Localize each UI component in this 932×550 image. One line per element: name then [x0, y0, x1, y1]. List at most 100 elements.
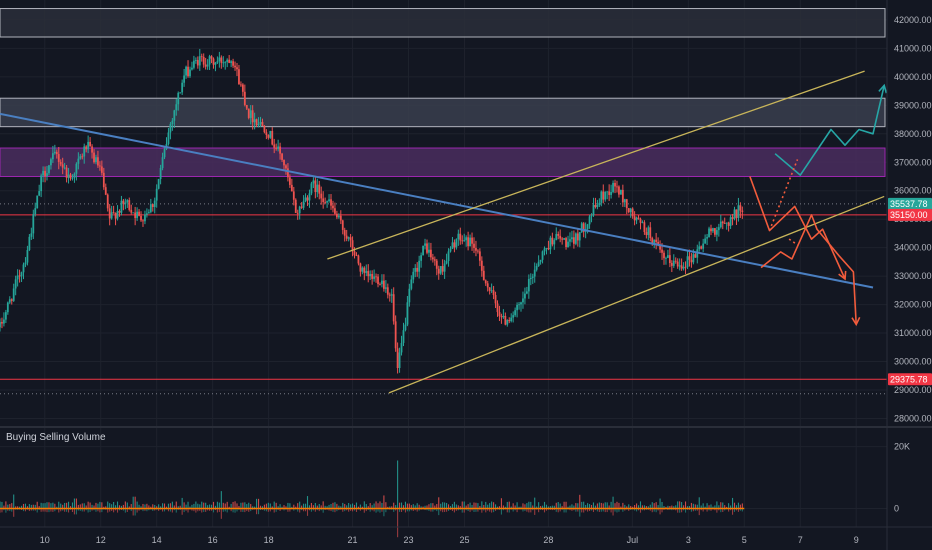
candle-body	[318, 184, 321, 194]
price-tick-label: 38000.00	[894, 129, 932, 139]
candle-body	[69, 174, 72, 179]
price-axis[interactable]: 42000.00 41000.00 40000.00 39000.00 38000.00…	[894, 15, 932, 424]
candle-body	[670, 263, 673, 266]
candle-body	[524, 293, 526, 299]
candle-body	[50, 159, 52, 166]
candle-body	[77, 158, 80, 164]
candle-body	[194, 60, 197, 61]
candle-body	[100, 166, 103, 173]
candle-body	[22, 264, 25, 273]
candle-body	[46, 173, 48, 177]
projection-arrowhead	[878, 83, 888, 94]
candle-body	[692, 254, 695, 263]
price-tick-label: 41000.00	[894, 43, 932, 53]
price-tick-label: 34000.00	[894, 243, 932, 253]
candle-body	[383, 280, 385, 289]
candle-body	[222, 62, 225, 64]
candle-body	[410, 279, 413, 289]
candle-body	[477, 250, 479, 252]
projection-path	[774, 85, 885, 176]
candle-body	[306, 197, 309, 201]
candle-body	[484, 280, 487, 284]
price-tick-label: 42000.00	[894, 15, 932, 25]
candle-body	[249, 110, 252, 118]
price-tick-label: 39000.00	[894, 100, 932, 110]
candle-body	[322, 198, 325, 203]
candle-body	[420, 255, 423, 261]
candle-body	[8, 299, 11, 303]
candle-body	[643, 222, 646, 232]
candle-body	[171, 120, 174, 125]
candle-body	[3, 319, 5, 324]
candle-body	[616, 186, 618, 188]
candle-body	[271, 130, 274, 145]
candle-body	[498, 312, 501, 317]
candle-body	[337, 215, 340, 218]
volume-layer	[0, 460, 745, 538]
candle-body	[339, 215, 342, 221]
candle-body	[465, 237, 468, 241]
zone-box	[0, 8, 886, 38]
candle-body	[525, 291, 528, 294]
candle-body	[243, 91, 246, 105]
candle-body	[435, 260, 438, 269]
candle-body	[169, 124, 172, 133]
candle-body	[312, 180, 315, 184]
price-tick-label: 36000.00	[894, 186, 932, 196]
candle-body	[430, 249, 432, 258]
candle-body	[363, 267, 366, 273]
candle-body	[431, 257, 434, 260]
candle-body	[67, 174, 70, 178]
candle-body	[91, 146, 93, 153]
candle-body	[106, 194, 109, 209]
candle-body	[40, 175, 43, 192]
candle-body	[20, 272, 23, 277]
candle-body	[161, 157, 164, 169]
candle-body	[594, 204, 597, 208]
candle-body	[61, 164, 64, 168]
candle-body	[578, 232, 581, 241]
candle-body	[326, 201, 328, 203]
candle-body	[163, 148, 166, 158]
candle-body	[721, 221, 724, 224]
candle-body	[95, 157, 97, 163]
candle-body	[198, 56, 201, 66]
candle-body	[53, 151, 56, 154]
candle-body	[151, 204, 154, 208]
candle-body	[157, 179, 160, 189]
zone-box	[0, 147, 886, 177]
candle-body	[475, 247, 477, 251]
candle-body	[582, 223, 585, 232]
candle-body	[210, 56, 213, 59]
candle-body	[655, 239, 658, 242]
candle-body	[629, 208, 632, 213]
price-tick-label: 37000.00	[894, 157, 932, 167]
candle-body	[729, 217, 732, 226]
candle-body	[185, 66, 187, 76]
candle-body	[93, 152, 95, 163]
candle-body	[463, 240, 466, 241]
candle-body	[59, 161, 62, 165]
candle-body	[202, 56, 205, 65]
candle-body	[559, 235, 562, 239]
candle-body	[4, 312, 7, 320]
candle-body	[193, 60, 195, 68]
candle-body	[565, 238, 567, 248]
time-axis[interactable]: 10 12 14 16 18 21 23 25 28 Jul 3 5 7 9	[40, 535, 859, 545]
candle-body	[287, 168, 289, 178]
candle-body	[527, 279, 530, 292]
candle-body	[288, 177, 291, 185]
candle-body	[739, 205, 742, 211]
candle-body	[183, 75, 186, 83]
candle-body	[428, 249, 430, 253]
candle-body	[590, 215, 593, 217]
projection-path	[749, 176, 846, 280]
candle-body	[441, 266, 444, 272]
price-pill	[888, 208, 932, 221]
candle-body	[230, 61, 233, 63]
candle-body	[676, 261, 679, 267]
candle-body	[149, 204, 152, 213]
candle-body	[232, 61, 234, 66]
candle-body	[275, 147, 278, 149]
